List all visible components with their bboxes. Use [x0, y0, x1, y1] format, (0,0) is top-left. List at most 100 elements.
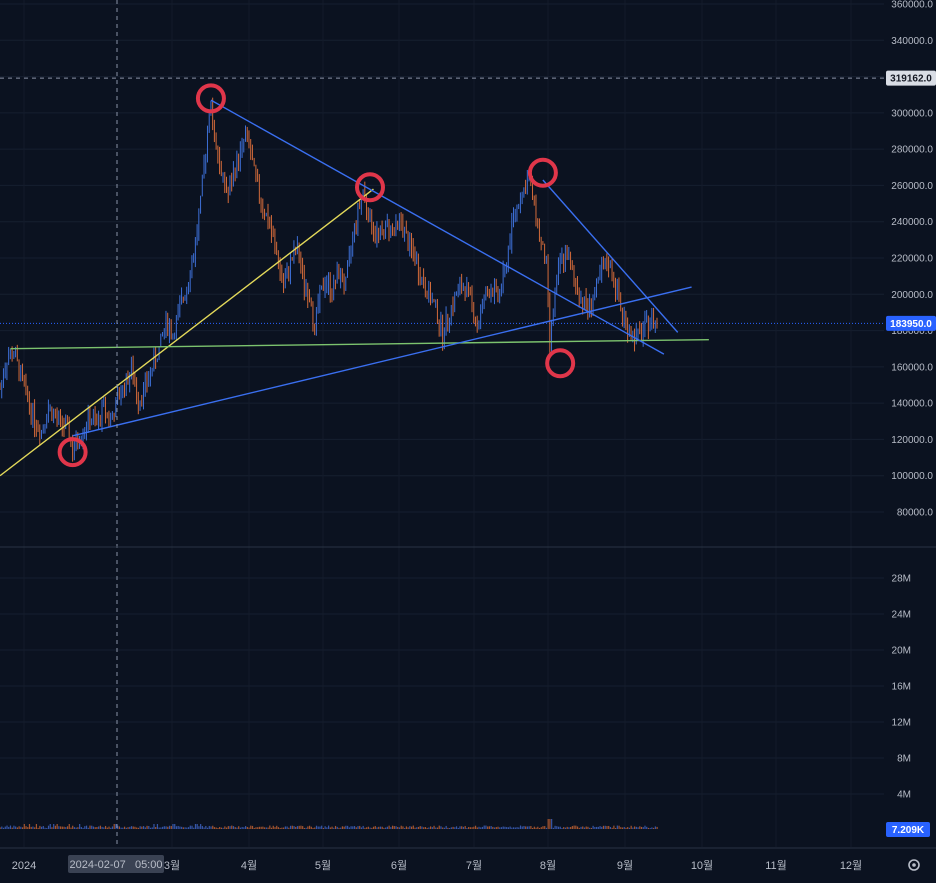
volume-bar: [260, 826, 262, 829]
volume-bar: [376, 827, 378, 829]
volume-axis[interactable]: 28M 24M 20M 16M 12M 8M 4M: [892, 574, 911, 801]
volume-bar: [419, 826, 421, 829]
volume-bar: [412, 825, 414, 829]
volume-bar: [104, 825, 107, 829]
volume-bar: [345, 825, 347, 829]
pivot-circle-marker[interactable]: [545, 348, 576, 379]
volume-bar: [106, 827, 108, 829]
pivot-circle-marker[interactable]: [354, 172, 385, 203]
trendline[interactable]: [10, 338, 709, 350]
crosshair-time-badge: 2024-02-07 05:00: [68, 855, 164, 873]
volume-bar: [9, 825, 12, 829]
volume-bar: [440, 826, 442, 829]
price-tick-label: 220000.0: [891, 254, 933, 265]
volume-bar: [372, 826, 375, 829]
volume-bar: [583, 827, 586, 829]
volume-tick-label: 28M: [892, 574, 911, 585]
volume-bar: [239, 827, 242, 829]
volume-bar: [144, 827, 146, 829]
volume-bar: [511, 827, 513, 829]
volume-bar: [532, 827, 534, 829]
volume-bar: [21, 827, 24, 829]
last-price-badge: 183950.0: [886, 315, 936, 331]
volume-bar: [82, 827, 84, 829]
time-tick-label: 11월: [765, 859, 787, 872]
volume-bar: [153, 824, 155, 829]
svg-text:7.209K: 7.209K: [892, 825, 925, 836]
volume-bar: [302, 826, 304, 829]
volume-bar: [552, 827, 554, 829]
volume-bar: [146, 825, 148, 829]
volume-bar: [269, 825, 271, 829]
volume-bar: [39, 825, 41, 829]
volume-bar: [431, 827, 433, 829]
volume-bar: [504, 826, 506, 829]
volume-bar: [27, 827, 29, 829]
price-tick-label: 180000.0: [891, 326, 933, 337]
pivot-circle-marker[interactable]: [527, 157, 558, 188]
volume-bar: [158, 827, 160, 829]
volume-bar: [6, 825, 8, 829]
volume-bar: [191, 825, 193, 829]
volume-bar: [480, 827, 482, 829]
volume-bar: [110, 827, 112, 829]
volume-bar: [120, 827, 122, 829]
volume-bar: [143, 826, 145, 829]
volume-bar: [640, 826, 643, 829]
trendline[interactable]: [542, 179, 679, 333]
volume-bar: [599, 826, 601, 829]
volume-bar: [623, 826, 625, 829]
volume-bar: [72, 825, 74, 829]
volume-bar: [234, 827, 236, 829]
svg-text:319162.0: 319162.0: [890, 74, 932, 85]
volume-bar: [333, 827, 335, 829]
volume-bar: [229, 826, 231, 829]
volume-bar: [198, 826, 200, 829]
volume-bar: [295, 826, 297, 829]
volume-bar: [488, 826, 490, 829]
volume-bar: [383, 827, 385, 829]
volume-bar: [213, 827, 216, 829]
volume-bar: [416, 827, 418, 829]
time-tick-label: 4월: [241, 859, 257, 872]
volume-bar: [388, 825, 390, 829]
volume-bar: [58, 826, 60, 829]
volume-bar: [442, 827, 444, 829]
trendline[interactable]: [210, 99, 665, 355]
volume-bar: [127, 827, 129, 829]
volume-bar: [568, 827, 570, 829]
volume-bar: [405, 826, 408, 829]
trendline[interactable]: [0, 188, 374, 477]
volume-bar: [16, 827, 18, 829]
volume-bar: [25, 826, 27, 829]
volume-bar: [177, 825, 179, 829]
volume-bar: [73, 827, 76, 829]
volume-bar: [483, 825, 485, 829]
volume-bar: [303, 827, 305, 829]
volume-bar: [374, 826, 376, 829]
time-tick-label: 10월: [691, 859, 713, 872]
volume-bar: [151, 827, 153, 829]
volume-bar: [317, 826, 319, 829]
volume-bar: [310, 826, 312, 829]
volume-bar: [509, 826, 511, 829]
volume-bar: [635, 826, 637, 829]
volume-bar: [205, 825, 207, 829]
volume-bar: [352, 826, 354, 829]
volume-bars: [0, 819, 658, 829]
pivot-circle-marker[interactable]: [195, 83, 226, 114]
volume-bar: [111, 826, 114, 829]
volume-bar: [554, 825, 556, 829]
volume-bar: [561, 827, 563, 829]
volume-bar: [597, 826, 599, 829]
time-axis[interactable]: 2024 3월 4월 5월 6월 7월 8월 9월 10월 11월 12월: [12, 859, 862, 872]
pivot-circle-marker[interactable]: [57, 437, 88, 468]
svg-text:2024-02-07 05:00: 2024-02-07 05:00: [70, 859, 163, 871]
volume-bar: [589, 827, 591, 829]
gear-icon[interactable]: [908, 859, 920, 871]
volume-bar: [592, 825, 594, 829]
volume-bar: [85, 825, 88, 829]
volume-bar: [445, 825, 447, 829]
volume-bar: [96, 827, 98, 829]
